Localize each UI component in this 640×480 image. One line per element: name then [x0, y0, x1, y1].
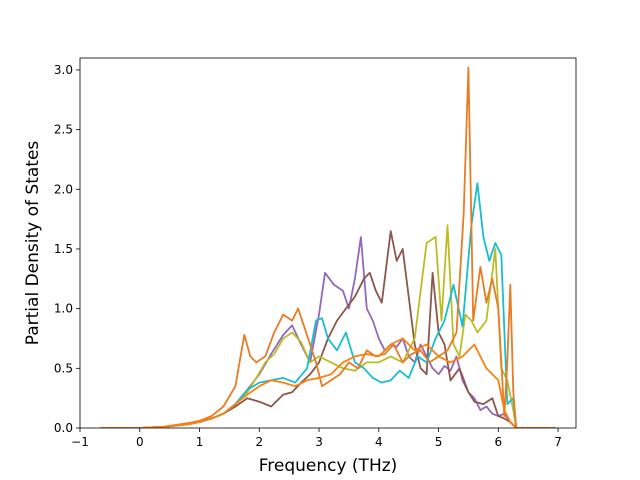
y-tick-label: 0.0	[54, 421, 73, 435]
x-tick-label: −1	[71, 435, 89, 449]
x-tick-label: 7	[554, 435, 562, 449]
series-line-4	[100, 182, 556, 428]
x-tick-label: 1	[196, 435, 204, 449]
y-tick-label: 3.0	[54, 63, 73, 77]
x-tick-label: 3	[315, 435, 323, 449]
series-layer	[100, 66, 556, 428]
y-axis-label: Partial Density of States	[23, 141, 43, 346]
y-axis-ticks: 0.0 0.5 1.0 1.5 2.0 2.5 3.0	[54, 63, 80, 435]
x-tick-label: 5	[435, 435, 443, 449]
y-tick-label: 2.5	[54, 123, 73, 137]
y-tick-label: 2.0	[54, 182, 73, 196]
x-tick-label: 4	[375, 435, 383, 449]
series-line-2	[100, 230, 556, 428]
x-tick-label: 0	[136, 435, 144, 449]
x-axis-ticks: −1 0 1 2 3 4 5 6 7	[71, 428, 562, 449]
series-line-3	[100, 224, 556, 428]
x-axis-label: Frequency (THz)	[259, 456, 398, 476]
x-tick-label: 2	[255, 435, 263, 449]
y-tick-label: 0.5	[54, 361, 73, 375]
series-line-6	[100, 337, 556, 428]
x-tick-label: 6	[494, 435, 502, 449]
y-tick-label: 1.0	[54, 302, 73, 316]
series-line-5	[100, 66, 556, 428]
y-tick-label: 1.5	[54, 242, 73, 256]
series-line-1	[100, 236, 556, 428]
plot-frame	[79, 57, 577, 429]
